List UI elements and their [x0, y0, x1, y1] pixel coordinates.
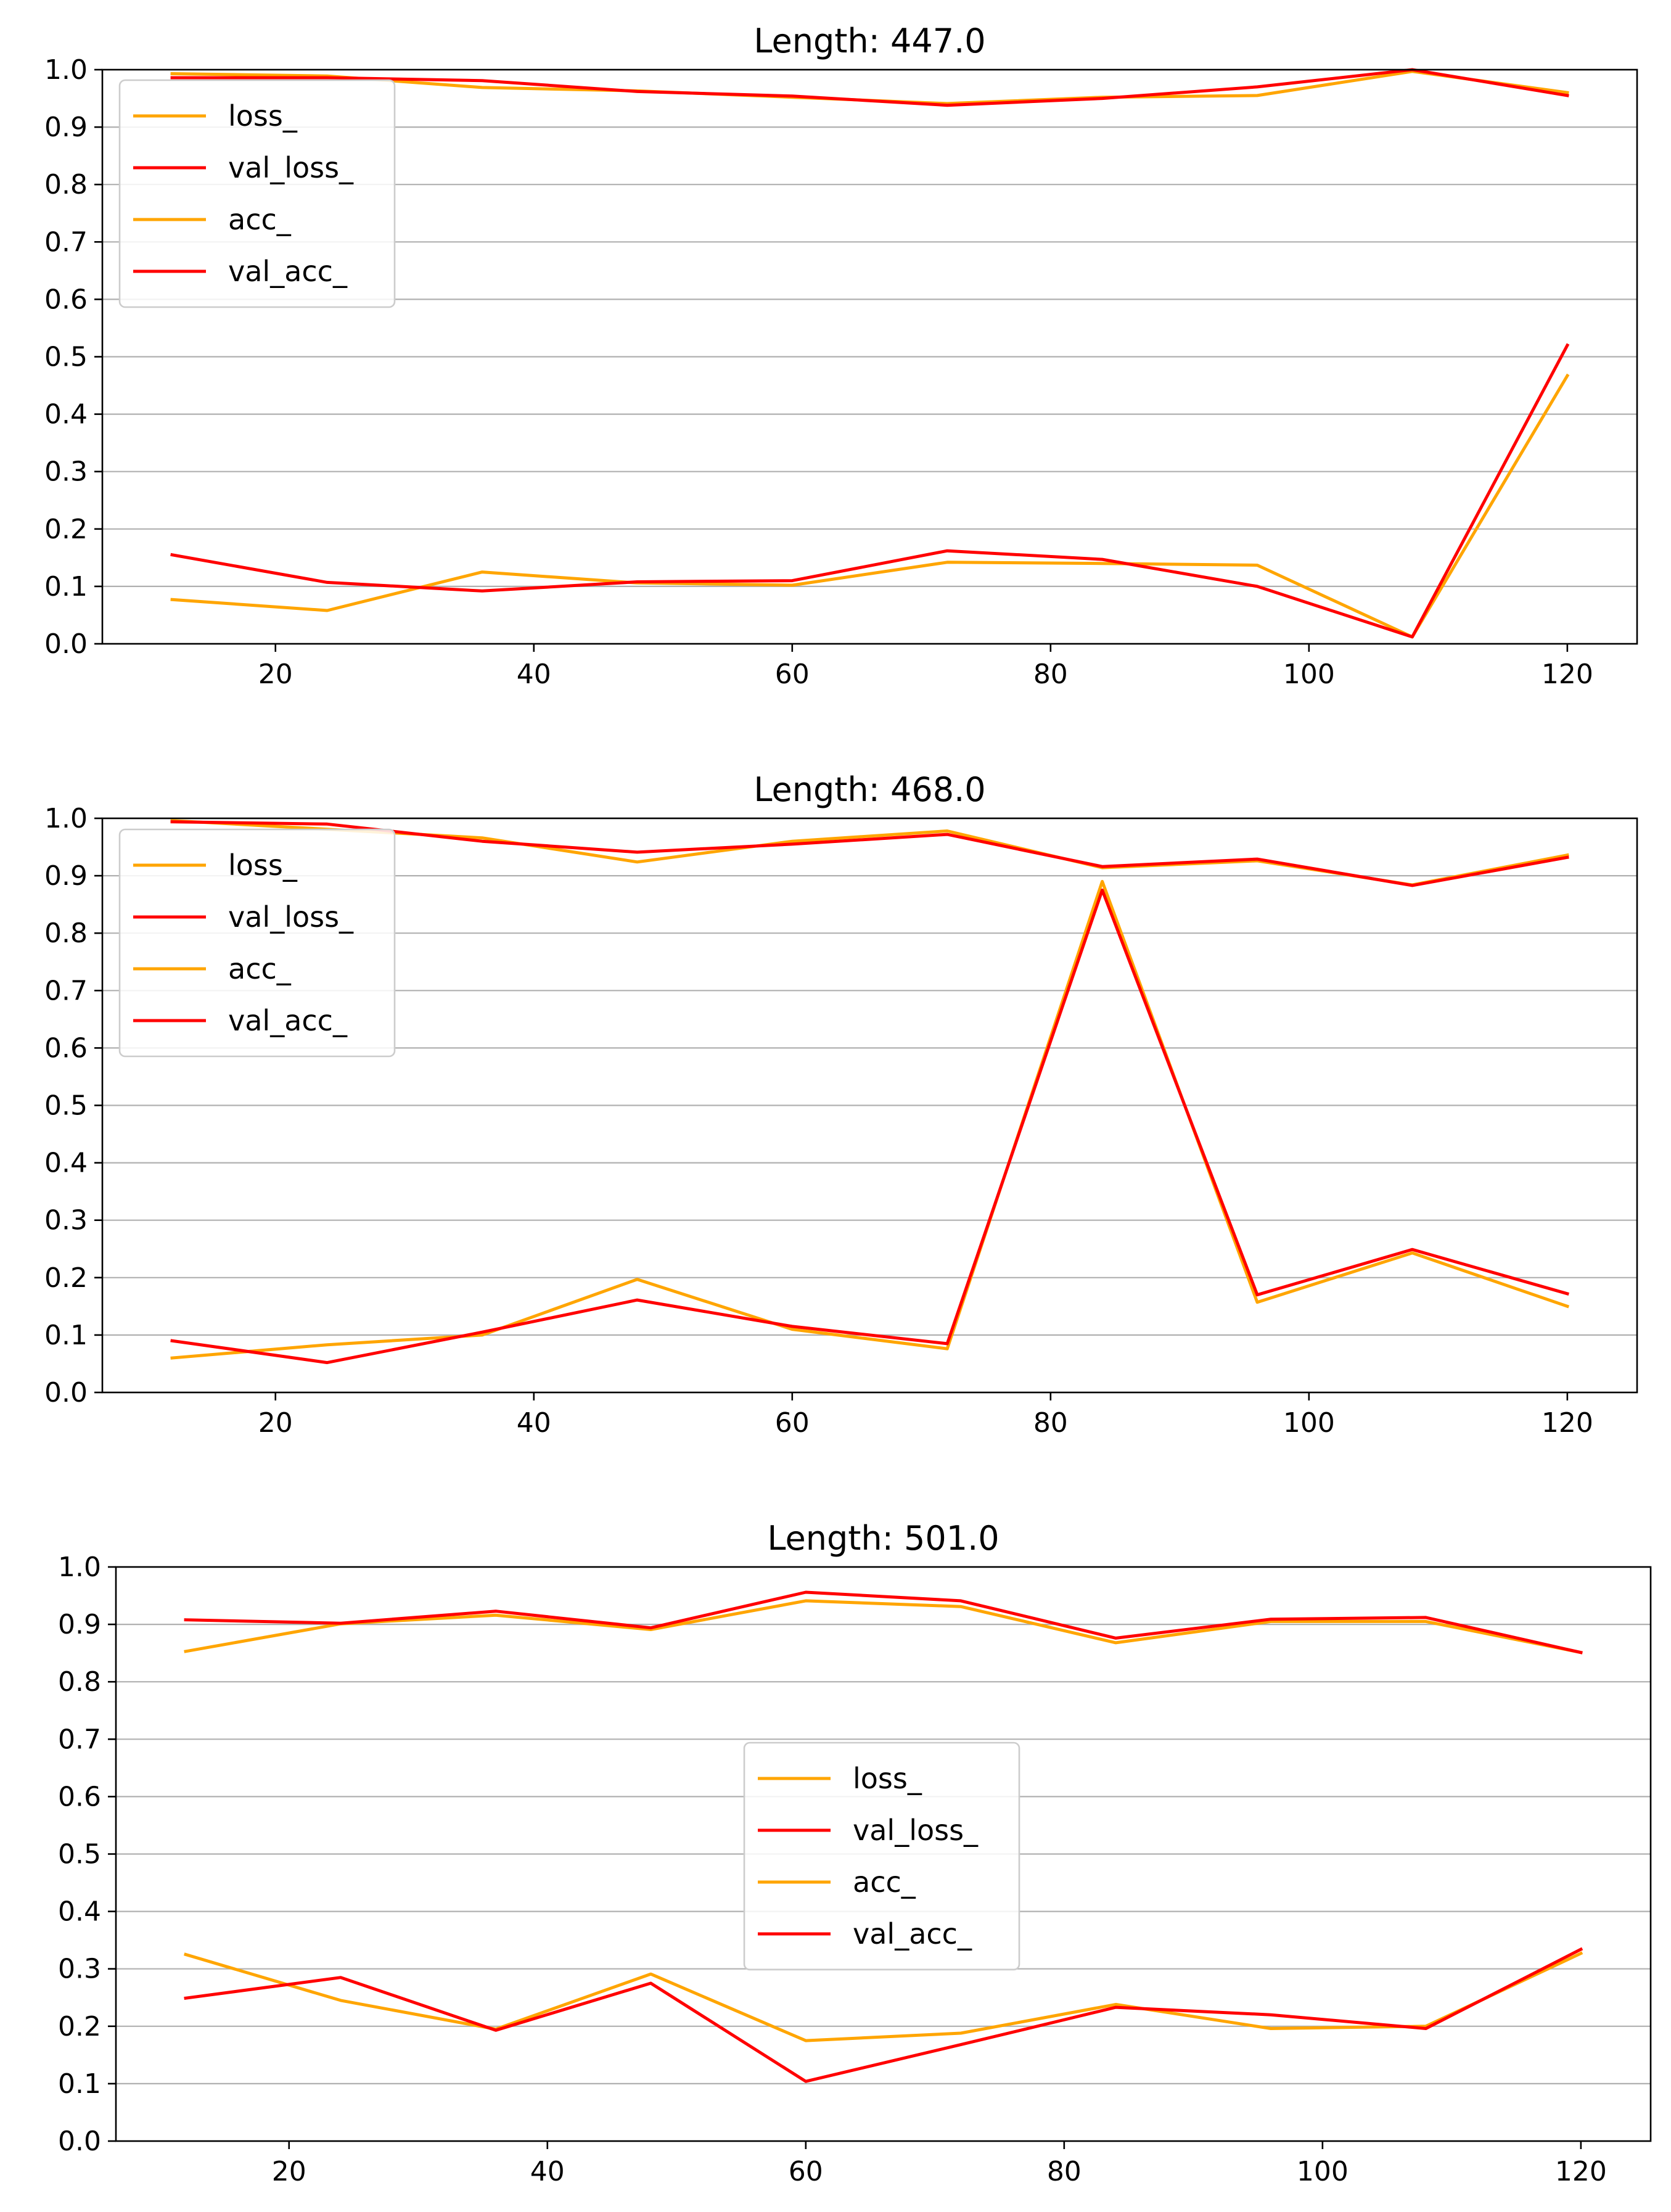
- x-tick-label: 60: [775, 659, 810, 690]
- x-tick-label: 100: [1283, 659, 1335, 690]
- y-tick-label: 0.8: [44, 169, 88, 200]
- y-tick-label: 0.8: [44, 918, 88, 949]
- x-tick-label: 60: [775, 1407, 810, 1439]
- legend-label: val_loss_: [228, 151, 354, 184]
- x-tick-label: 20: [258, 659, 293, 690]
- chart-title: Length: 447.0: [753, 22, 985, 60]
- chart-panel-1: Length: 447.0 0.0 0.1 0.2 0.3 0.4 0.5 0.6 0.7 0.8…: [44, 22, 1638, 690]
- x-tick-label: 40: [517, 659, 551, 690]
- y-tick-label: 0.6: [44, 284, 88, 315]
- y-tick-label: 0.5: [44, 342, 88, 373]
- y-tick-label: 0.1: [44, 571, 88, 602]
- y-tick-label: 1.0: [44, 54, 88, 86]
- legend-box: [118, 828, 396, 1058]
- legend: loss_ val_loss_ acc_ val_acc_: [118, 79, 396, 308]
- series-line-acc: [184, 1599, 1583, 1655]
- legend-label: val_acc_: [853, 1917, 972, 1951]
- chart-panel-2: Length: 468.0 0.0 0.1 0.2 0.3 0.4 0.5 0.6 0.7 0.8…: [44, 770, 1638, 1439]
- x-tick-label: 20: [258, 1407, 293, 1439]
- y-tick-label: 0.7: [58, 1724, 101, 1755]
- y-tick-label: 1.0: [58, 1552, 101, 1583]
- y-tick-label: 0.3: [58, 1954, 101, 1985]
- legend-label: acc_: [853, 1865, 916, 1899]
- y-tick-label: 0.4: [58, 1896, 101, 1928]
- series-line-loss: [170, 879, 1570, 1360]
- legend-label: loss_: [228, 849, 298, 882]
- y-tick-label: 0.7: [44, 226, 88, 258]
- x-tick-label: 100: [1283, 1407, 1335, 1439]
- y-tick-label: 0.3: [44, 1205, 88, 1236]
- y-tick-label: 0.6: [58, 1781, 101, 1812]
- legend-label: val_loss_: [853, 1814, 979, 1847]
- legend-box: [118, 79, 396, 308]
- y-tick-label: 0.0: [58, 2126, 101, 2157]
- y-tick-label: 0.6: [44, 1032, 88, 1064]
- series-line-val-loss: [170, 343, 1570, 639]
- x-tick-label: 120: [1542, 659, 1593, 690]
- legend-label: val_loss_: [228, 900, 354, 934]
- y-tick-label: 0.2: [44, 514, 88, 545]
- chart-title: Length: 468.0: [753, 770, 985, 809]
- y-tick-label: 0.0: [44, 628, 88, 660]
- x-tick-label: 80: [1047, 2156, 1082, 2187]
- y-tick-label: 0.9: [44, 860, 88, 892]
- y-tick-label: 0.4: [44, 1148, 88, 1179]
- legend-label: acc_: [228, 203, 292, 236]
- x-tick-label: 20: [272, 2156, 306, 2187]
- y-tick-label: 0.1: [58, 2068, 101, 2100]
- legend-label: acc_: [228, 952, 292, 985]
- y-tick-label: 1.0: [44, 803, 88, 834]
- legend-label: val_acc_: [228, 255, 348, 288]
- series-line-val-loss: [184, 1947, 1583, 2083]
- x-tick-label: 120: [1542, 1407, 1593, 1439]
- chart-panel-3: Length: 501.0 0.0 0.1 0.2 0.3 0.4 0.5 0.6 0.7 0.8…: [58, 1519, 1652, 2187]
- y-tick-label: 0.5: [44, 1090, 88, 1122]
- legend-box: [743, 1741, 1020, 1971]
- chart-title: Length: 501.0: [767, 1519, 999, 1558]
- y-tick-label: 0.7: [44, 975, 88, 1006]
- y-tick-label: 0.9: [44, 112, 88, 143]
- y-tick-label: 0.3: [44, 456, 88, 488]
- x-tick-label: 40: [517, 1407, 551, 1439]
- series-line-val-loss: [170, 888, 1569, 1365]
- legend-label: loss_: [853, 1762, 922, 1795]
- y-tick-label: 0.5: [58, 1839, 101, 1870]
- x-tick-label: 40: [530, 2156, 565, 2187]
- y-tick-label: 0.4: [44, 399, 88, 430]
- x-tick-label: 80: [1033, 659, 1068, 690]
- y-tick-label: 0.0: [44, 1377, 88, 1408]
- y-tick-label: 0.2: [58, 2011, 101, 2042]
- series-line-val-acc: [184, 1590, 1583, 1655]
- y-tick-label: 0.8: [58, 1666, 101, 1698]
- series-line-val-acc: [170, 68, 1569, 107]
- legend-label: val_acc_: [228, 1004, 348, 1037]
- series-line-loss: [170, 373, 1570, 639]
- series-line-val-acc: [170, 820, 1569, 887]
- legend-label: loss_: [228, 99, 298, 133]
- legend: loss_ val_loss_ acc_ val_acc_: [743, 1741, 1020, 1971]
- x-tick-label: 60: [789, 2156, 823, 2187]
- series-line-loss: [183, 1951, 1583, 2042]
- legend: loss_ val_loss_ acc_ val_acc_: [118, 828, 396, 1058]
- x-tick-label: 80: [1033, 1407, 1068, 1439]
- y-tick-label: 0.2: [44, 1262, 88, 1294]
- x-tick-label: 120: [1555, 2156, 1607, 2187]
- x-tick-label: 100: [1297, 2156, 1349, 2187]
- y-tick-label: 0.1: [44, 1320, 88, 1351]
- y-tick-label: 0.9: [58, 1609, 101, 1640]
